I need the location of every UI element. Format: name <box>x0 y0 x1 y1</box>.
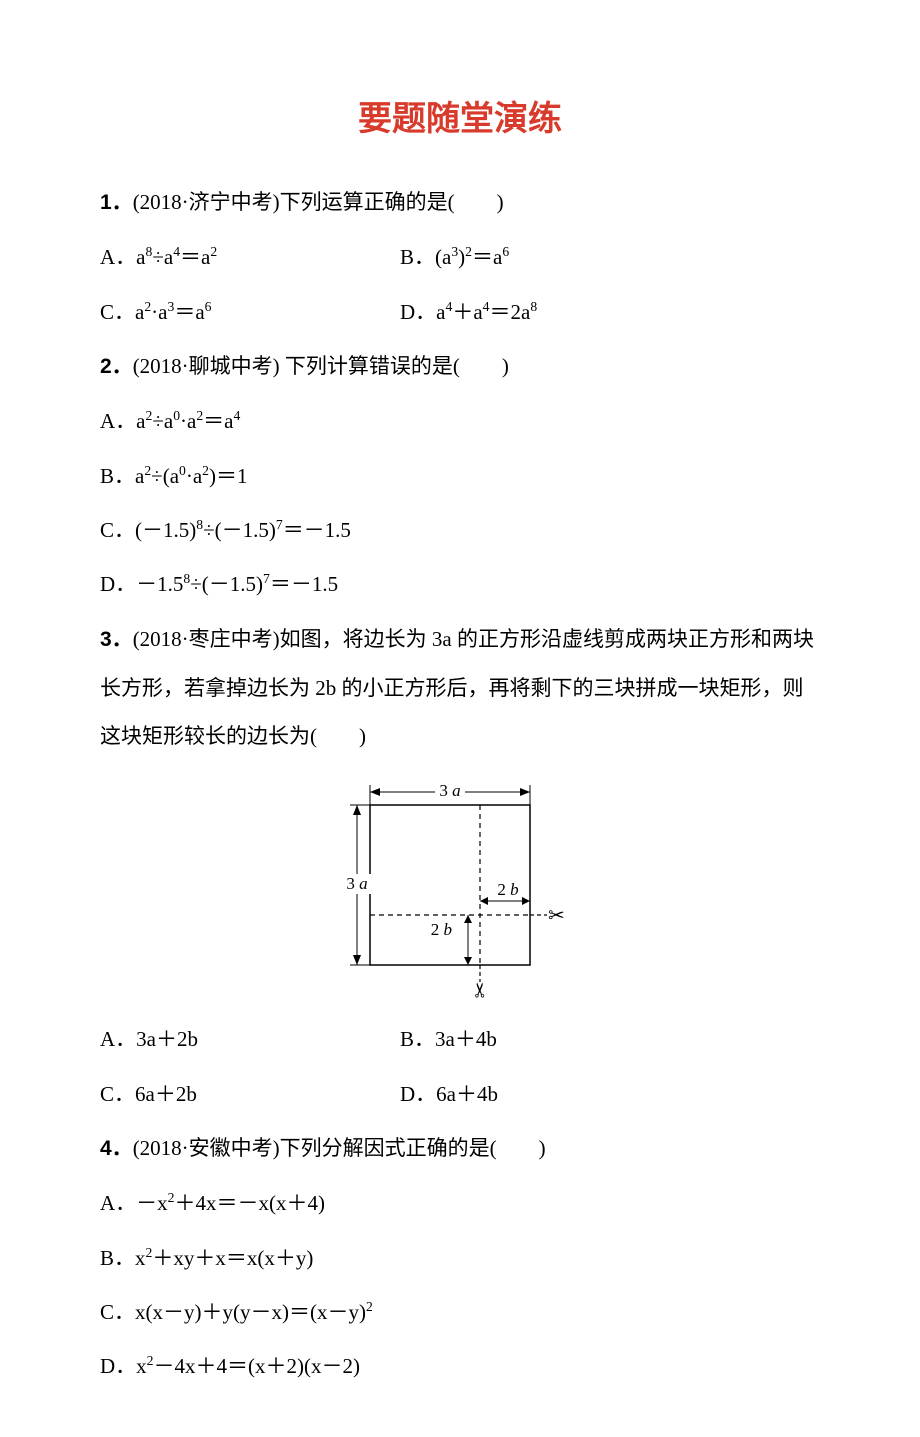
q1-b-label: B． <box>400 245 435 269</box>
q1-opts-row1: A．a8÷a4＝a2 B．(a3)2＝a6 <box>100 233 820 281</box>
title-text: 要题随堂演练 <box>358 100 562 138</box>
q4-d-body: x2－4x＋4＝(x＋2)(x－2) <box>136 1354 360 1378</box>
dim-left-arrow-b <box>353 955 361 965</box>
q1-d-label: D． <box>400 300 436 324</box>
q3-d-body: 6a＋4b <box>436 1082 498 1106</box>
q1-c-label: C． <box>100 300 135 324</box>
dim-left-arrow-t <box>353 805 361 815</box>
dim-top-label: 3 a <box>439 781 460 800</box>
q3-c-body: 6a＋2b <box>135 1082 197 1106</box>
page-title: 要题随堂演练 <box>100 80 820 158</box>
q1-num: 1． <box>100 191 133 214</box>
q1-opts-row2: C．a2·a3＝a6 D．a4＋a4＝2a8 <box>100 288 820 336</box>
q4-num: 4． <box>100 1137 133 1160</box>
q4-a-label: A． <box>100 1191 136 1215</box>
q2-b-body: a2÷(a0·a2)＝1 <box>135 464 247 488</box>
dim-left-label: 3 a <box>346 874 367 893</box>
q4-src: (2018·安徽中考) <box>133 1136 280 1160</box>
q3-num: 3． <box>100 628 133 651</box>
q2-opt-b: B．a2÷(a0·a2)＝1 <box>100 452 820 500</box>
q3-opt-d: D．6a＋4b <box>400 1070 700 1118</box>
q1-b-body: (a3)2＝a6 <box>435 245 509 269</box>
q1-a-body: a8÷a4＝a2 <box>136 245 217 269</box>
q3-b-body: 3a＋4b <box>435 1027 497 1051</box>
q4-opt-b: B．x2＋xy＋x＝x(x＋y) <box>100 1234 820 1282</box>
q2-c-body: (－1.5)8÷(－1.5)7＝－1.5 <box>135 518 351 542</box>
q3-c-label: C． <box>100 1082 135 1106</box>
q3-stem: 3．(2018·枣庄中考)如图，将边长为 3a 的正方形沿虚线剪成两块正方形和两… <box>100 615 820 761</box>
q4-b-label: B． <box>100 1246 135 1270</box>
q3-a-label: A． <box>100 1027 136 1051</box>
q3-svg: 3 a 3 a 2 b 2 b ✂ ✂ <box>330 770 590 1000</box>
q3-opts-row1: A．3a＋2b B．3a＋4b <box>100 1015 820 1063</box>
dim-2b-top-arrow-l <box>480 897 488 905</box>
q1-opt-a: A．a8÷a4＝a2 <box>100 233 400 281</box>
q2-a-body: a2÷a0·a2＝a4 <box>136 409 240 433</box>
q4-c-body: x(x－y)＋y(y－x)＝(x－y)2 <box>135 1300 373 1324</box>
q1-opt-b: B．(a3)2＝a6 <box>400 233 700 281</box>
q1-opt-d: D．a4＋a4＝2a8 <box>400 288 700 336</box>
dim-2b-left-arrow-b <box>464 957 472 965</box>
q4-stem: 4．(2018·安徽中考)下列分解因式正确的是( ) <box>100 1124 820 1173</box>
dim-top-arrow-r <box>520 788 530 796</box>
q4-d-label: D． <box>100 1354 136 1378</box>
q4-stem-text: 下列分解因式正确的是( ) <box>280 1136 546 1160</box>
q2-stem-text: 下列计算错误的是( ) <box>280 354 509 378</box>
q3-opts-row2: C．6a＋2b D．6a＋4b <box>100 1070 820 1118</box>
q2-c-label: C． <box>100 518 135 542</box>
q3-a-body: 3a＋2b <box>136 1027 198 1051</box>
q2-d-body: －1.58÷(－1.5)7＝－1.5 <box>136 572 338 596</box>
scissors-bottom-icon: ✂ <box>470 982 492 999</box>
q3-opt-a: A．3a＋2b <box>100 1015 400 1063</box>
q1-d-body: a4＋a4＝2a8 <box>436 300 537 324</box>
dim-2b-left-label: 2 b <box>431 920 452 939</box>
q2-stem: 2．(2018·聊城中考) 下列计算错误的是( ) <box>100 342 820 391</box>
q1-src: (2018·济宁中考) <box>133 190 280 214</box>
q2-opt-c: C．(－1.5)8÷(－1.5)7＝－1.5 <box>100 506 820 554</box>
q4-c-label: C． <box>100 1300 135 1324</box>
q2-b-label: B． <box>100 464 135 488</box>
q4-b-body: x2＋xy＋x＝x(x＋y) <box>135 1246 313 1270</box>
scissors-right-icon: ✂ <box>548 905 565 927</box>
q1-c-body: a2·a3＝a6 <box>135 300 211 324</box>
q4-opt-c: C．x(x－y)＋y(y－x)＝(x－y)2 <box>100 1288 820 1336</box>
q3-figure: 3 a 3 a 2 b 2 b ✂ ✂ <box>100 770 820 1000</box>
q2-a-label: A． <box>100 409 136 433</box>
q3-b-label: B． <box>400 1027 435 1051</box>
dim-top-arrow-l <box>370 788 380 796</box>
dim-2b-top-arrow-r <box>522 897 530 905</box>
q3-src: (2018·枣庄中考) <box>133 627 280 651</box>
q4-opt-d: D．x2－4x＋4＝(x＋2)(x－2) <box>100 1342 820 1390</box>
q4-opt-a: A．－x2＋4x＝－x(x＋4) <box>100 1179 820 1227</box>
dim-2b-left-arrow-t <box>464 915 472 923</box>
q3-opt-c: C．6a＋2b <box>100 1070 400 1118</box>
q4-a-body: －x2＋4x＝－x(x＋4) <box>136 1191 325 1215</box>
q1-stem: 1．(2018·济宁中考)下列运算正确的是( ) <box>100 178 820 227</box>
q2-opt-a: A．a2÷a0·a2＝a4 <box>100 397 820 445</box>
q1-stem-text: 下列运算正确的是( ) <box>280 190 504 214</box>
q2-num: 2． <box>100 355 133 378</box>
q2-d-label: D． <box>100 572 136 596</box>
q3-d-label: D． <box>400 1082 436 1106</box>
q1-opt-c: C．a2·a3＝a6 <box>100 288 400 336</box>
q3-opt-b: B．3a＋4b <box>400 1015 700 1063</box>
dim-2b-top-label: 2 b <box>497 880 518 899</box>
q2-opt-d: D．－1.58÷(－1.5)7＝－1.5 <box>100 560 820 608</box>
q2-src: (2018·聊城中考) <box>133 354 280 378</box>
q1-a-label: A． <box>100 245 136 269</box>
